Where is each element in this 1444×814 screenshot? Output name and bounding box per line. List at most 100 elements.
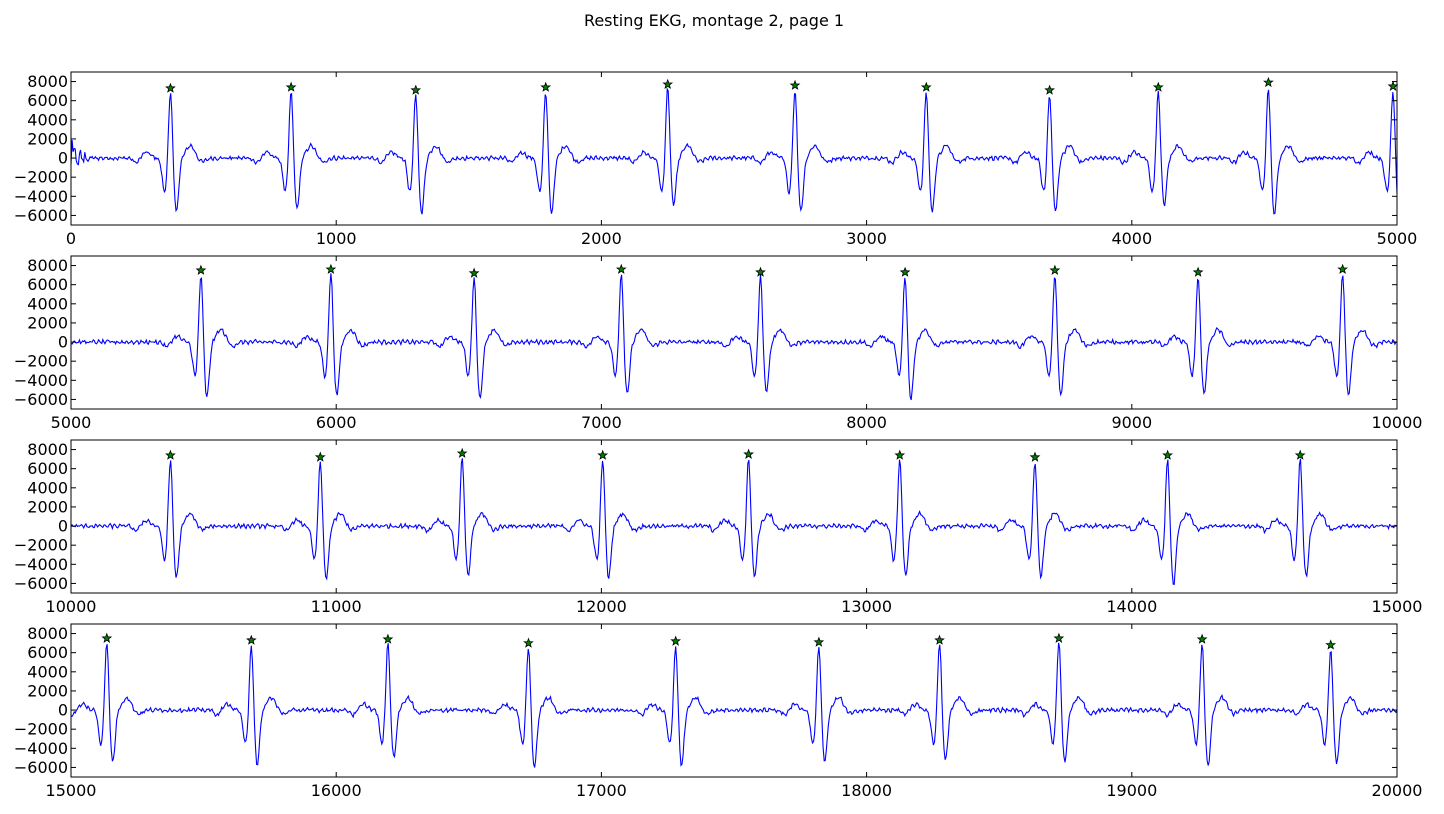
y-tick-label: 0 (58, 333, 68, 352)
r-peak-marker (1053, 632, 1065, 643)
y-tick-label: −4000 (14, 371, 68, 390)
r-peak-marker (165, 82, 176, 93)
r-peak-marker (743, 448, 754, 459)
y-tick-label: −2000 (14, 536, 68, 555)
x-tick-label: 5000 (51, 413, 92, 432)
r-peak-marker (382, 633, 394, 644)
y-tick-label: −2000 (14, 168, 68, 187)
figure-title: Resting EKG, montage 2, page 1 (584, 11, 844, 30)
x-tick-label: 9000 (1111, 413, 1152, 432)
r-peak-marker (1325, 639, 1337, 650)
y-tick-label: −6000 (14, 206, 68, 225)
x-tick-label: 11000 (311, 597, 362, 616)
x-tick-label: 17000 (576, 781, 627, 800)
r-peak-marker (670, 635, 681, 646)
ekg-panel-3: 10000 11000 12000 13000 14000 15000 8000600040… (14, 439, 1423, 616)
x-tick-label: 20000 (1372, 781, 1423, 800)
r-peak-marker (246, 634, 257, 645)
r-peak-marker (314, 451, 326, 462)
y-tick-label: −6000 (14, 390, 68, 409)
y-tick-label: −4000 (14, 739, 68, 758)
y-tick-label: 2000 (27, 681, 68, 700)
r-peak-marker (1294, 449, 1306, 460)
r-peak-marker (1192, 266, 1204, 277)
y-tick-label: 2000 (27, 313, 68, 332)
ekg-trace-1 (71, 87, 1397, 215)
r-peak-marker (195, 264, 207, 275)
r-peak-marker (1263, 76, 1274, 88)
r-peak-marker (920, 81, 932, 92)
y-tick-label: 4000 (27, 662, 68, 681)
r-peak-marker (1162, 449, 1173, 460)
r-peak-marker (523, 637, 534, 648)
x-tick-label: 18000 (841, 781, 892, 800)
r-peak-marker (540, 81, 552, 92)
r-peak-marker (813, 636, 825, 647)
y-tick-label: 8000 (27, 256, 68, 275)
y-tick-label: 2000 (27, 497, 68, 516)
x-tick-label: 16000 (311, 781, 362, 800)
x-tick-label: 8000 (846, 413, 887, 432)
ekg-panel-1: 0 1000 2000 3000 4000 500080006000400020000−2… (14, 71, 1418, 248)
y-tick-label: 0 (58, 701, 68, 720)
y-tick-label: 6000 (27, 643, 68, 662)
x-tick-label: 15000 (46, 781, 97, 800)
ekg-trace-3 (71, 458, 1397, 586)
y-tick-label: −2000 (14, 720, 68, 739)
x-tick-label: 19000 (1106, 781, 1157, 800)
r-peak-marker (934, 634, 945, 645)
r-peak-marker (1049, 264, 1061, 275)
ekg-trace-4 (71, 642, 1397, 768)
r-peak-marker (165, 449, 176, 460)
y-tick-label: 4000 (27, 478, 68, 497)
r-peak-marker (1044, 84, 1055, 95)
r-peak-marker (325, 263, 337, 274)
y-tick-label: 2000 (27, 129, 68, 148)
y-tick-label: 4000 (27, 110, 68, 129)
ekg-panels: 0 1000 2000 3000 4000 500080006000400020000−2… (14, 71, 1423, 800)
y-tick-label: 6000 (27, 459, 68, 478)
x-tick-label: 2000 (581, 229, 622, 248)
x-tick-label: 5000 (1377, 229, 1418, 248)
x-tick-label: 10000 (1372, 413, 1423, 432)
r-peak-marker (789, 79, 801, 90)
axes-frame (70, 439, 1398, 594)
r-peak-marker (1152, 81, 1164, 92)
y-tick-label: −6000 (14, 574, 68, 593)
r-peak-marker (410, 84, 422, 95)
r-peak-marker (1196, 633, 1208, 644)
r-peak-marker (662, 78, 674, 90)
x-tick-label: 15000 (1372, 597, 1423, 616)
x-tick-label: 10000 (46, 597, 97, 616)
axes-frame (70, 255, 1398, 410)
y-tick-label: 8000 (27, 72, 68, 91)
y-tick-label: −4000 (14, 555, 68, 574)
x-tick-label: 7000 (581, 413, 622, 432)
x-tick-label: 6000 (316, 413, 357, 432)
y-tick-label: 8000 (27, 440, 68, 459)
r-peak-marker (1029, 451, 1041, 462)
r-peak-marker (456, 447, 468, 458)
x-tick-label: 0 (66, 229, 76, 248)
r-peak-marker (894, 449, 906, 460)
x-tick-label: 12000 (576, 597, 627, 616)
y-tick-label: 6000 (27, 91, 68, 110)
r-peak-marker (101, 632, 113, 643)
y-tick-label: −6000 (14, 758, 68, 777)
x-tick-label: 14000 (1106, 597, 1157, 616)
y-tick-label: 6000 (27, 275, 68, 294)
y-tick-label: −2000 (14, 352, 68, 371)
r-peak-marker (1387, 80, 1399, 91)
x-tick-label: 13000 (841, 597, 892, 616)
r-peak-marker (468, 267, 480, 278)
r-peak-marker (899, 266, 911, 277)
x-tick-label: 3000 (846, 229, 887, 248)
ekg-trace-2 (71, 273, 1397, 401)
axes-frame (70, 623, 1398, 778)
r-peak-marker (755, 266, 766, 277)
y-tick-label: 8000 (27, 624, 68, 643)
y-tick-label: 0 (58, 517, 68, 536)
r-peak-marker (615, 263, 627, 274)
